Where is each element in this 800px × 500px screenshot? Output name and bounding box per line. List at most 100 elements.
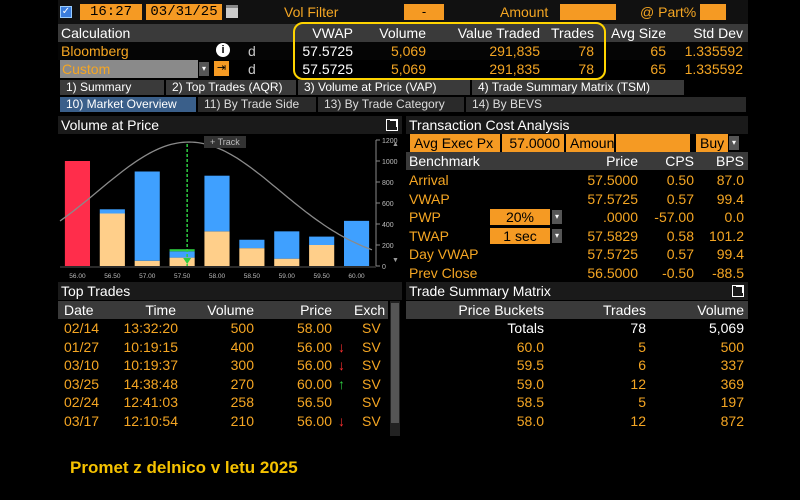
tca-amount-field[interactable] — [616, 134, 690, 152]
tsm-bucket: Totals — [507, 320, 544, 336]
tca-amount-label: Amount — [566, 134, 618, 152]
y-tick-label: 0 — [382, 264, 386, 271]
tt-date: 03/10 — [64, 357, 100, 374]
bar-59.50-series-2 — [309, 236, 335, 245]
part-field[interactable] — [700, 4, 726, 20]
info-icon[interactable]: i — [216, 43, 230, 57]
tt-col-volume: Volume — [207, 302, 254, 318]
bar-59.50-series-1 — [309, 245, 335, 266]
tsm-bucket: 60.0 — [516, 338, 544, 355]
tt-price: 56.50 — [296, 394, 332, 411]
bar-57.50-series-2 — [169, 251, 195, 258]
expand-icon[interactable] — [386, 119, 398, 131]
table-row[interactable]: 59.0 12 369 — [406, 375, 748, 393]
col-trades: Trades — [550, 25, 594, 41]
vap-chart: 1200 1000 800 600 400 200 0 56.00 56.50 57.00 57.5… — [59, 138, 399, 280]
export-icon[interactable]: ⇥ — [214, 61, 229, 76]
tsm-trades: 12 — [630, 375, 646, 392]
table-row[interactable]: 58.5 5 197 — [406, 393, 748, 411]
x-tick-label: 57.50 — [174, 273, 191, 280]
time-field[interactable]: 16:27 — [80, 4, 142, 20]
table-row[interactable]: 01/27 10:19:15 400 56.00 ↓ SV — [58, 338, 388, 356]
calc-row-name: Bloomberg — [61, 43, 129, 59]
calc-trades: 78 — [578, 61, 594, 77]
calc-value: 291,835 — [489, 43, 540, 59]
down-arrow-icon: ↓ — [338, 338, 345, 355]
tca-param-arrow[interactable]: ▾ — [552, 228, 562, 243]
x-tick-label: 56.00 — [69, 273, 86, 280]
up-arrow-icon: ↑ — [338, 375, 345, 392]
table-row[interactable]: 03/10 10:19:37 300 56.00 ↓ SV — [58, 356, 388, 374]
calendar-icon[interactable] — [226, 5, 238, 18]
tab-summary[interactable]: 1) Summary — [60, 80, 164, 95]
tca-cps: 0.58 — [666, 227, 694, 244]
side-dropdown-arrow[interactable]: ▾ — [729, 136, 739, 150]
track-button[interactable]: + Track — [204, 136, 246, 148]
table-row[interactable]: 02/24 12:41:03 258 56.50 SV — [58, 393, 388, 411]
calc-std-dev: 1.335592 — [684, 43, 743, 59]
tsm-col-bucket: Price Buckets — [458, 302, 544, 318]
tca-bps: 101.2 — [708, 227, 744, 244]
avg-exec-field[interactable]: 57.0000 — [502, 134, 564, 152]
tsm-bucket: 59.0 — [516, 375, 544, 392]
x-tick-label: 60.00 — [348, 273, 365, 280]
subtab-by-bevs[interactable]: 14) By BEVS — [466, 97, 746, 112]
scroll-down-icon[interactable]: ▼ — [392, 257, 399, 264]
amount-field-top[interactable] — [560, 4, 616, 20]
tsm-title: Trade Summary Matrix — [409, 283, 551, 299]
tca-cps: -57.00 — [654, 209, 694, 225]
table-row[interactable]: 03/17 12:10:54 210 56.00 ↓ SV — [58, 412, 388, 430]
custom-dropdown[interactable]: Custom — [60, 60, 198, 78]
tab-vap[interactable]: 3) Volume at Price (VAP) — [298, 80, 470, 95]
table-row[interactable]: 59.5 6 337 — [406, 356, 748, 374]
checkbox[interactable]: ✓ — [60, 6, 72, 18]
expand-icon[interactable] — [732, 285, 744, 297]
tca-benchmark: Day VWAP — [409, 246, 479, 262]
col-value-traded: Value Traded — [457, 25, 540, 41]
tca-param-field[interactable]: 1 sec — [490, 227, 550, 244]
table-row[interactable]: 03/25 14:38:48 270 60.00 ↑ SV — [58, 375, 388, 393]
subtab-market-overview[interactable]: 10) Market Overview — [60, 97, 196, 112]
table-row[interactable]: 58.0 12 872 — [406, 412, 748, 430]
top-trades-header: Date Time Volume Price Exch — [58, 301, 388, 319]
subtab-by-trade-side[interactable]: 11) By Trade Side — [198, 97, 316, 112]
top-trades-panel-title: Top Trades — [58, 282, 402, 300]
custom-dropdown-arrow[interactable]: ▾ — [199, 62, 209, 76]
tca-header: Benchmark Price CPS BPS — [406, 152, 748, 170]
tca-price: 57.5829 — [587, 227, 638, 244]
tt-volume: 258 — [230, 394, 254, 411]
y-tick-label: 800 — [382, 180, 394, 187]
y-tick-label: 600 — [382, 201, 394, 208]
tsm-totals-row[interactable]: Totals 78 5,069 — [406, 319, 748, 337]
tt-price: 60.00 — [296, 375, 332, 392]
tab-tsm[interactable]: 4) Trade Summary Matrix (TSM) — [472, 80, 684, 95]
x-tick-label: 58.00 — [209, 273, 226, 280]
tca-bps: 87.0 — [716, 172, 744, 188]
tca-param-field[interactable]: 20% — [490, 209, 550, 225]
tt-date: 02/14 — [64, 320, 100, 336]
y-tick-label: 400 — [382, 222, 394, 229]
bar-57.00-series-1 — [134, 260, 160, 266]
tsm-volume: 872 — [720, 413, 744, 429]
calc-volume: 5,069 — [390, 61, 426, 77]
side-dropdown[interactable]: Buy — [696, 134, 728, 152]
highlight-box — [293, 22, 606, 80]
top-trades-scrollbar[interactable] — [390, 301, 400, 436]
vap-chart-area: 1200 1000 800 600 400 200 0 56.00 56.50 57.00 57.5… — [58, 136, 402, 282]
x-tick-label: 56.50 — [104, 273, 121, 280]
date-field[interactable]: 03/31/25 — [146, 4, 222, 20]
calc-volume: 5,069 — [390, 43, 426, 59]
scroll-up-icon[interactable]: ▲ — [392, 141, 399, 148]
y-tick-label: 1200 — [382, 138, 398, 145]
tt-col-exch: Exch — [354, 302, 386, 318]
table-row[interactable]: 02/14 13:32:20 500 58.00 SV — [58, 319, 388, 337]
table-row[interactable]: 60.0 5 500 — [406, 338, 748, 356]
vol-filter-field[interactable]: - — [404, 4, 444, 20]
tca-param-arrow[interactable]: ▾ — [552, 210, 562, 224]
top-trades-title: Top Trades — [61, 283, 131, 299]
tt-exch: SV — [362, 357, 381, 374]
tsm-trades: 5 — [638, 338, 646, 355]
tab-top-trades[interactable]: 2) Top Trades (AQR) — [166, 80, 296, 95]
subtab-by-trade-category[interactable]: 13) By Trade Category — [318, 97, 464, 112]
tt-price: 58.00 — [296, 320, 332, 336]
